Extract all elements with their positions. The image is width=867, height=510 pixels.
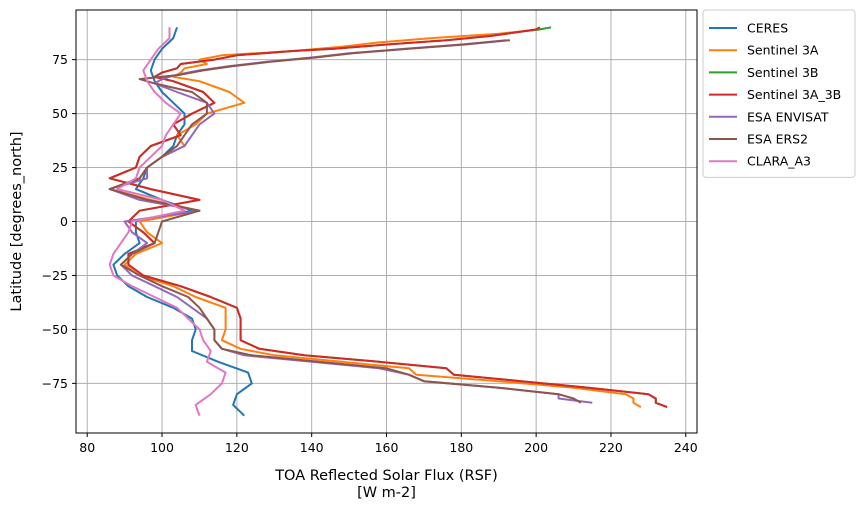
legend-label: CERES [747,21,788,36]
y-tick-label: −75 [42,376,68,391]
x-axis-ticks: 80 100 120 140 160 180 200 220 240 [79,433,698,455]
series-lines [108,26,668,417]
series-line-sentinel-3a-3b [108,26,668,409]
x-tick-label: 140 [300,440,324,455]
legend-label: Sentinel 3A [747,43,819,58]
x-axis-units: [W m-2] [357,485,416,501]
y-tick-label: −50 [42,322,68,337]
legend-label: Sentinel 3B [747,65,819,80]
x-tick-label: 200 [524,440,548,455]
y-axis-label: Latitude [degrees_north] [9,131,25,311]
legend-box [702,9,856,178]
legend-label: Sentinel 3A_3B [747,87,841,102]
y-tick-label: 25 [52,160,68,175]
y-axis-ticks: −75 −50 −25 0 25 50 75 [42,52,76,391]
series-line-sentinel-3b [108,26,668,409]
x-axis-label: TOA Reflected Solar Flux (RSF) [274,468,498,484]
legend-label: CLARA_A3 [747,154,811,169]
x-tick-label: 160 [375,440,399,455]
legend-label: ESA ERS2 [747,132,808,147]
y-tick-label: 75 [52,52,68,67]
x-tick-label: 120 [225,440,249,455]
x-tick-label: 240 [674,440,698,455]
legend: CERES Sentinel 3A Sentinel 3B Sentinel 3A_3… [702,9,856,178]
legend-label: ESA ENVISAT [747,109,829,124]
grid [76,10,697,433]
x-tick-label: 220 [599,440,623,455]
y-tick-label: −25 [42,268,68,283]
x-tick-label: 180 [449,440,473,455]
y-tick-label: 50 [52,106,68,121]
x-tick-label: 80 [79,440,95,455]
y-tick-label: 0 [60,214,68,229]
x-tick-label: 100 [150,440,174,455]
series-line-clara-a3 [108,27,227,417]
series-line-esa-ers2 [108,39,582,404]
